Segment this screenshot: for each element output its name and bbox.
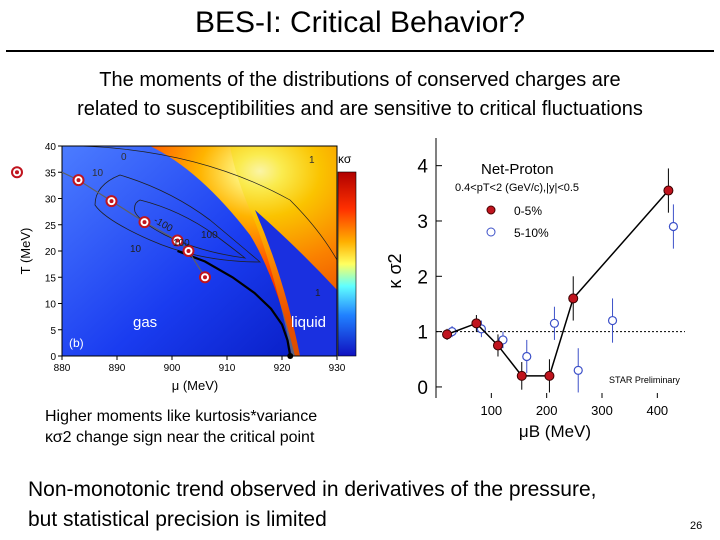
right-x-tick-label: 100 xyxy=(480,403,502,418)
left-y-tick-label: 20 xyxy=(45,247,57,258)
colorbar-label: κσ xyxy=(338,152,352,166)
caption-line-1: Higher moments like kurtosis*variance xyxy=(45,408,318,425)
open-data-point xyxy=(549,318,560,328)
page-number: 26 xyxy=(690,520,703,532)
title-divider xyxy=(6,50,714,52)
filled-data-point xyxy=(544,370,555,381)
filled-data-point xyxy=(471,318,482,329)
star-preliminary-label: STAR Preliminary xyxy=(609,375,680,385)
right-y-tick-label: 3 xyxy=(417,212,428,233)
right-y-axis: 0 1 2 3 4 xyxy=(417,157,442,399)
intro-text: The moments of the distributions of cons… xyxy=(0,66,720,124)
left-x-axis-label: μ (MeV) xyxy=(172,378,219,393)
left-y-tick-label: 10 xyxy=(45,300,57,311)
open-data-point xyxy=(607,315,618,326)
left-y-tick-label: 35 xyxy=(45,168,57,179)
contour-inner xyxy=(134,199,247,259)
right-x-axis-label: μB (MeV) xyxy=(519,422,591,441)
kurtosis-chart: 0 1 2 3 4 100 200 300 400 κ σ2 μB (MeV) Net-Pro… xyxy=(385,138,685,441)
trajectory-point-core xyxy=(15,170,19,175)
gas-label: gas xyxy=(133,314,157,331)
filled-data-point xyxy=(492,340,503,351)
filled-data-point xyxy=(442,329,453,340)
trajectory-point-core xyxy=(76,178,81,183)
left-y-tick-label: 15 xyxy=(45,273,57,284)
right-x-axis: 100 200 300 400 xyxy=(480,393,668,418)
conclusion-line-2: but statistical precision is limited xyxy=(28,508,327,531)
contour-label: 10 xyxy=(130,244,142,255)
colorbar xyxy=(337,171,357,357)
trajectory-point-core xyxy=(109,199,114,204)
open-data-point xyxy=(522,351,532,362)
contour-upper xyxy=(79,146,337,261)
conclusion-text: Non-monotonic trend observed in derivati… xyxy=(28,475,596,535)
series-0-5-line xyxy=(446,190,669,377)
trajectory-points xyxy=(11,166,211,284)
left-y-tick-label: 0 xyxy=(50,352,56,363)
left-x-axis: 880 890 900 910 920 930 xyxy=(54,356,346,374)
right-y-tick-label: 0 xyxy=(417,378,428,399)
caption-line-2: κσ2 change sign near the critical point xyxy=(45,429,315,446)
right-x-tick-label: 300 xyxy=(591,403,613,418)
right-x-tick-label: 400 xyxy=(646,403,668,418)
left-x-tick-label: 900 xyxy=(164,363,181,374)
filled-data-point xyxy=(568,293,579,304)
left-y-tick-label: 30 xyxy=(45,195,57,206)
series-0-5 xyxy=(442,168,674,393)
contour-label: 1 xyxy=(315,288,321,299)
conclusion-line-1: Non-monotonic trend observed in derivati… xyxy=(28,478,597,501)
left-y-axis: 0 5 10 15 20 25 30 35 40 xyxy=(45,142,62,363)
liquid-region xyxy=(255,210,337,356)
left-x-tick-label: 930 xyxy=(329,363,346,374)
contour-label: 10 xyxy=(92,168,104,179)
trajectory-point-core xyxy=(142,220,147,225)
legend-marker-open xyxy=(486,227,496,237)
trajectory-point-core xyxy=(186,249,191,253)
open-data-point xyxy=(668,221,679,232)
contour-label: 100 xyxy=(173,238,190,249)
slide-title: BES-I: Critical Behavior? xyxy=(194,6,526,39)
phase-diagram: 0 1 10 -100 100 100 10 1 gas liquid (b) … xyxy=(11,142,357,393)
left-x-tick-label: 920 xyxy=(274,363,291,374)
legend-title: Net-Proton xyxy=(481,161,554,178)
filled-data-point xyxy=(663,185,674,196)
intro-line-2: related to susceptibilities and are sens… xyxy=(77,98,643,120)
right-y-tick-label: 1 xyxy=(417,323,428,344)
left-y-tick-label: 40 xyxy=(45,142,57,153)
left-x-tick-label: 910 xyxy=(219,363,236,374)
right-y-tick-label: 4 xyxy=(417,157,428,178)
left-y-tick-label: 5 xyxy=(50,326,56,337)
legend-subtitle: 0.4<pT<2 (GeV/c),|y|<0.5 xyxy=(455,182,579,194)
panel-label: (b) xyxy=(69,336,84,350)
critical-endpoint-marker xyxy=(287,353,294,359)
contour-label: 1 xyxy=(309,155,315,166)
right-y-axis-label: κ σ2 xyxy=(385,253,405,288)
legend-entry-0-5: 0-5% xyxy=(514,204,542,218)
left-y-axis-label: T (MeV) xyxy=(18,228,33,275)
figure-caption: Higher moments like kurtosis*variance κσ… xyxy=(45,406,317,448)
contour-outer xyxy=(94,174,262,263)
right-y-tick-label: 2 xyxy=(417,267,428,288)
right-x-tick-label: 200 xyxy=(536,403,558,418)
liquid-label: liquid xyxy=(291,314,326,331)
intro-line-1: The moments of the distributions of cons… xyxy=(99,69,621,91)
trajectory-point-core xyxy=(203,275,207,280)
series-5-10 xyxy=(447,204,679,393)
left-y-tick-label: 25 xyxy=(45,221,57,232)
left-x-tick-label: 880 xyxy=(54,363,71,374)
left-x-tick-label: 890 xyxy=(109,363,126,374)
contour-label: 100 xyxy=(201,230,218,241)
phase-boundary-line xyxy=(177,249,292,357)
contour-label: 0 xyxy=(121,152,127,163)
trajectory-point-core xyxy=(175,238,180,243)
legend-marker-filled xyxy=(486,205,496,215)
open-data-point xyxy=(573,365,583,375)
legend-entry-5-10: 5-10% xyxy=(514,226,549,240)
filled-data-point xyxy=(516,370,527,381)
